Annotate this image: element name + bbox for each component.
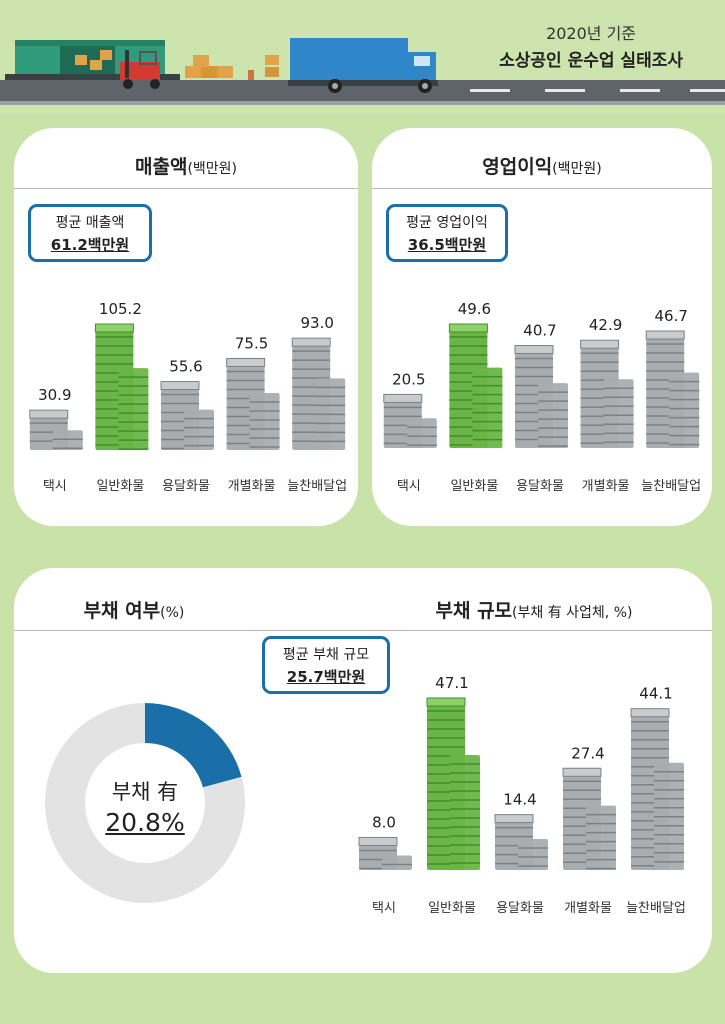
bar-용달화물 <box>514 345 568 448</box>
category-label: 택시 <box>43 479 67 494</box>
sales-title: 매출액(백만원) <box>134 156 238 178</box>
debt-divider <box>14 630 712 631</box>
category-label: 택시 <box>397 479 421 494</box>
sales-average-value: 61.2백만원 <box>50 236 130 254</box>
debt-size-average-box: 평균 부채 규모 25.7백만원 <box>262 636 390 694</box>
bar-늘찬배달업 <box>630 708 684 870</box>
profit-divider <box>372 188 712 189</box>
debt-donut-chart <box>44 703 245 903</box>
debt-card: 부채 여부(%) 부채 규모(부채 有 사업체, %) 부채 有 20.8% 평… <box>14 568 712 973</box>
category-label: 용달화물 <box>162 479 210 494</box>
donut-center-value: 20.8% <box>105 808 185 837</box>
donut-center-label: 부채 有 <box>111 780 179 804</box>
value-label: 75.5 <box>235 334 268 352</box>
debt-size-title: 부채 규모(부채 有 사업체, %) <box>435 600 633 622</box>
category-label: 늘찬배달업 <box>641 479 701 494</box>
value-label: 8.0 <box>372 813 396 831</box>
profit-bar-chart: 20.5 택시 49.6 일반화물 40.7 용달화물 42.9 개별화물 46.7 늘찬배달업 <box>383 300 701 494</box>
sales-bar-chart: 30.9 택시 105.2 일반화물 55.6 용달화물 75.5 개별화물 93.0 늘찬배달업 <box>29 300 347 494</box>
bar-용달화물 <box>160 381 214 450</box>
value-label: 27.4 <box>571 744 604 762</box>
profit-average-box: 평균 영업이익 36.5백만원 <box>386 204 508 262</box>
category-label: 일반화물 <box>428 901 476 916</box>
header-title: 2020년 기준 소상공인 운수업 실태조사 <box>499 20 683 71</box>
value-label: 44.1 <box>639 685 672 703</box>
bar-일반화물 <box>94 323 149 450</box>
bar-개별화물 <box>580 339 634 448</box>
bar-용달화물 <box>494 814 548 870</box>
bar-택시 <box>358 836 412 870</box>
donut-slice-0 <box>145 703 242 788</box>
value-label: 47.1 <box>435 674 468 692</box>
category-label: 늘찬배달업 <box>287 479 347 494</box>
bar-택시 <box>383 393 437 448</box>
bar-늘찬배달업 <box>645 330 700 448</box>
debt-size-bar-chart: 8.0 택시 47.1 일반화물 14.4 용달화물 27.4 개별화물 44.1 늘찬배달업 <box>358 674 686 916</box>
category-label: 택시 <box>372 901 396 916</box>
sales-average-box: 평균 매출액 61.2백만원 <box>28 204 152 262</box>
bar-개별화물 <box>562 767 616 870</box>
category-label: 늘찬배달업 <box>626 901 686 916</box>
debt-status-title: 부채 여부(%) <box>83 600 185 622</box>
bar-개별화물 <box>226 357 280 450</box>
category-label: 개별화물 <box>564 901 612 916</box>
donut-center-text: 부채 有 20.8% <box>70 776 220 837</box>
category-label: 개별화물 <box>582 479 630 494</box>
sales-divider <box>14 188 358 189</box>
survey-year: 2020년 기준 <box>546 24 637 43</box>
survey-name: 소상공인 운수업 실태조사 <box>499 51 683 71</box>
value-label: 55.6 <box>169 358 202 376</box>
debt-size-average-value: 25.7백만원 <box>286 668 366 686</box>
bar-일반화물 <box>426 697 480 870</box>
donut-slice-1 <box>44 703 245 903</box>
category-label: 일반화물 <box>450 479 498 494</box>
value-label: 30.9 <box>38 386 71 404</box>
sales-average-label: 평균 매출액 <box>55 215 125 231</box>
value-label: 93.0 <box>300 314 333 332</box>
profit-card: 영업이익(백만원) 평균 영업이익 36.5백만원 20.5 택시 49.6 일반화물… <box>372 128 712 526</box>
category-label: 용달화물 <box>496 901 544 916</box>
profit-average-label: 평균 영업이익 <box>406 215 488 231</box>
sales-card: 매출액(백만원) 평균 매출액 61.2백만원 30.9 택시 105.2 일반화물 5… <box>14 128 358 526</box>
category-label: 용달화물 <box>516 479 564 494</box>
value-label: 40.7 <box>523 322 556 340</box>
header-banner: 2020년 기준 소상공인 운수업 실태조사 <box>0 0 725 115</box>
value-label: 105.2 <box>99 300 142 318</box>
category-label: 일반화물 <box>96 479 144 494</box>
bar-일반화물 <box>448 323 503 448</box>
bar-늘찬배달업 <box>291 337 346 450</box>
value-label: 14.4 <box>503 791 536 809</box>
bar-택시 <box>29 409 83 450</box>
value-label: 49.6 <box>458 300 491 318</box>
profit-average-value: 36.5백만원 <box>407 236 487 254</box>
category-label: 개별화물 <box>228 479 276 494</box>
debt-size-average-label: 평균 부채 규모 <box>282 647 370 663</box>
value-label: 42.9 <box>589 316 622 334</box>
value-label: 46.7 <box>654 307 687 325</box>
header-illustration <box>0 38 725 105</box>
profit-title: 영업이익(백만원) <box>482 156 602 178</box>
value-label: 20.5 <box>392 370 425 388</box>
